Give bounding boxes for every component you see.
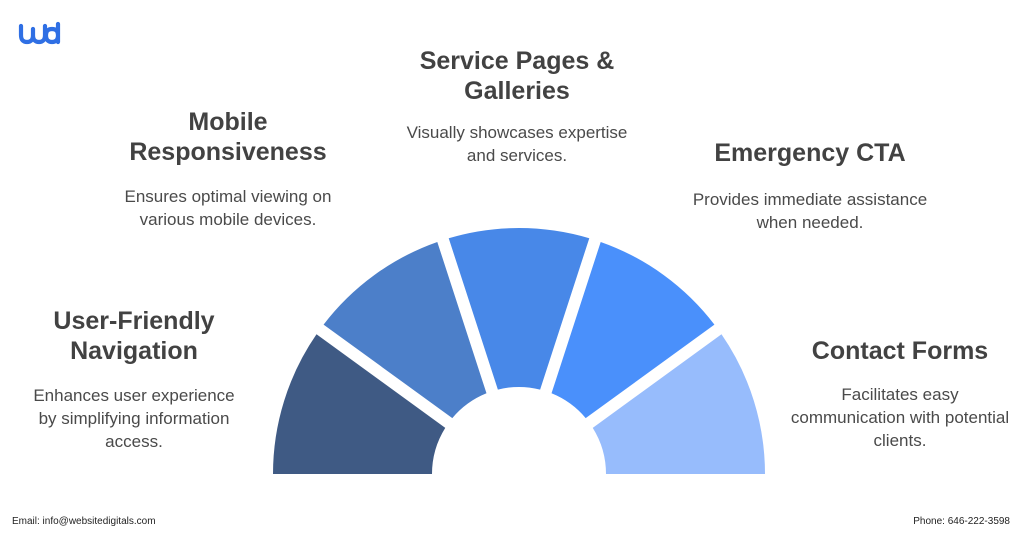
- feature-title: User-Friendly Navigation: [53, 307, 215, 365]
- feature-title: Contact Forms: [811, 337, 989, 365]
- feature-title: Service Pages & Galleries: [419, 47, 615, 105]
- feature-service-pages-galleries: Service Pages & Galleries Visually showc…: [392, 46, 642, 167]
- feature-contact-forms: Contact Forms Facilitates easy communica…: [790, 336, 1010, 452]
- feature-description: Provides immediate assistance when neede…: [692, 190, 928, 232]
- arc-segment-service: [448, 228, 590, 390]
- feature-emergency-cta: Emergency CTA Provides immediate assista…: [680, 138, 940, 234]
- feature-title: Emergency CTA: [714, 139, 906, 167]
- feature-description: Facilitates easy communication with pote…: [790, 385, 1010, 450]
- feature-title: Mobile Responsiveness: [129, 108, 327, 166]
- arc-segment-forms: [592, 334, 765, 474]
- arc-segment-mobile: [323, 241, 487, 419]
- feature-description: Visually showcases expertise and service…: [406, 123, 628, 165]
- feature-mobile-responsiveness: Mobile Responsiveness Ensures optimal vi…: [108, 107, 348, 231]
- feature-user-friendly-navigation: User-Friendly Navigation Enhances user e…: [24, 306, 244, 453]
- feature-description: Ensures optimal viewing on various mobil…: [124, 187, 332, 229]
- arc-segment-navigation: [273, 334, 446, 474]
- footer-email: Email: info@websitedigitals.com: [12, 516, 156, 527]
- feature-description: Enhances user experience by simplifying …: [33, 386, 235, 451]
- arc-segment-cta: [551, 241, 715, 419]
- footer-phone: Phone: 646-222-3598: [913, 516, 1010, 527]
- brand-logo-icon: [18, 21, 61, 45]
